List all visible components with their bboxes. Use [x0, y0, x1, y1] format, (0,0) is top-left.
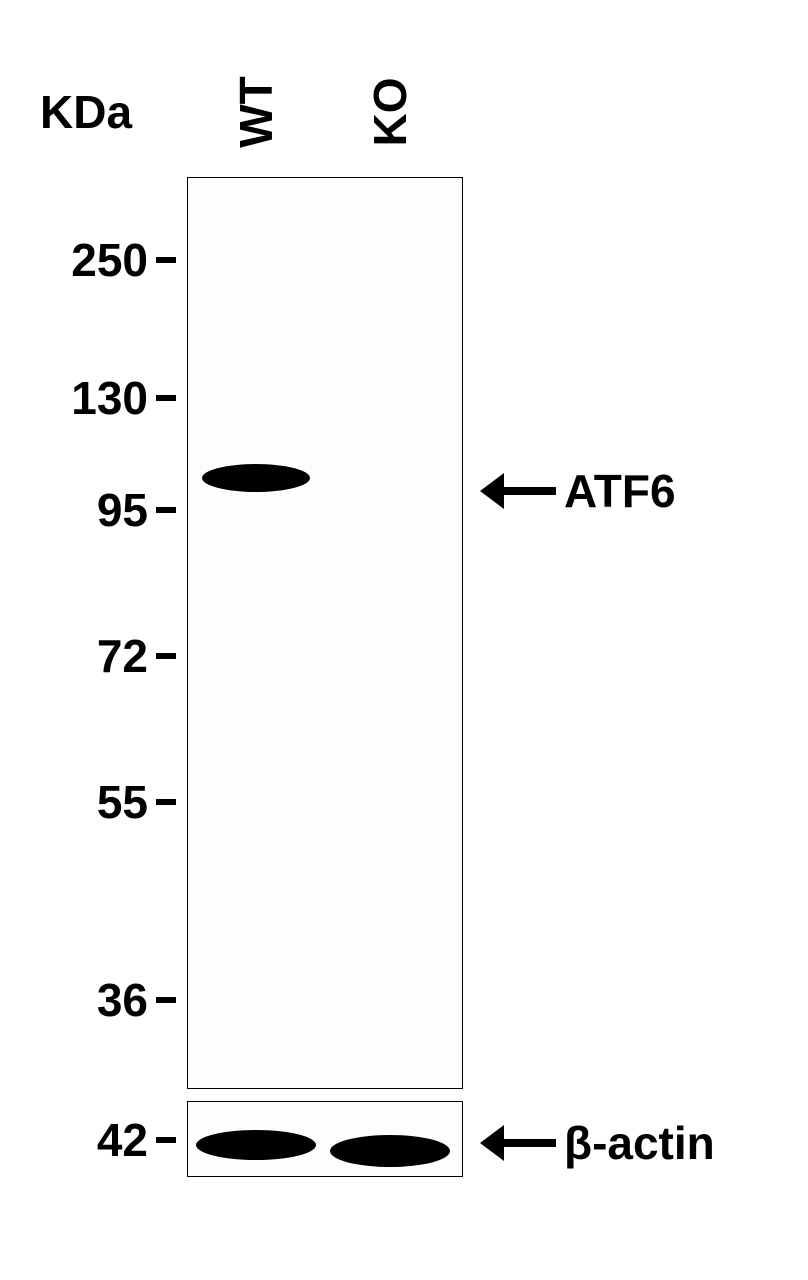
mw-label-72: 72: [38, 629, 148, 683]
mw-tick-72: [156, 653, 176, 659]
mw-tick-36: [156, 997, 176, 1003]
western-blot-actin: [188, 1102, 462, 1176]
mw-label-250: 250: [38, 233, 148, 287]
arrow-left-icon: [480, 1121, 556, 1165]
band-actin-wt: [196, 1130, 316, 1160]
mw-label-36: 36: [38, 973, 148, 1027]
mw-tick-250: [156, 257, 176, 263]
arrow-left-icon: [480, 469, 556, 513]
arrow-atf6: ATF6: [480, 464, 676, 518]
kda-header: KDa: [40, 85, 132, 139]
mw-label-42: 42: [38, 1113, 148, 1167]
arrow-beta-actin: β-actin: [480, 1116, 715, 1170]
mw-tick-42: [156, 1137, 176, 1143]
lane-label-ko: KO: [363, 52, 417, 172]
mw-tick-95: [156, 507, 176, 513]
mw-label-55: 55: [38, 775, 148, 829]
arrow-label-beta-actin: β-actin: [564, 1116, 715, 1170]
mw-label-130: 130: [38, 371, 148, 425]
mw-tick-130: [156, 395, 176, 401]
western-blot-main: [188, 178, 462, 1088]
band-actin-ko: [330, 1135, 450, 1167]
lane-label-wt: WT: [229, 52, 283, 172]
arrow-label-atf6: ATF6: [564, 464, 676, 518]
mw-tick-55: [156, 799, 176, 805]
band-atf6-wt: [202, 464, 310, 492]
mw-label-95: 95: [38, 483, 148, 537]
